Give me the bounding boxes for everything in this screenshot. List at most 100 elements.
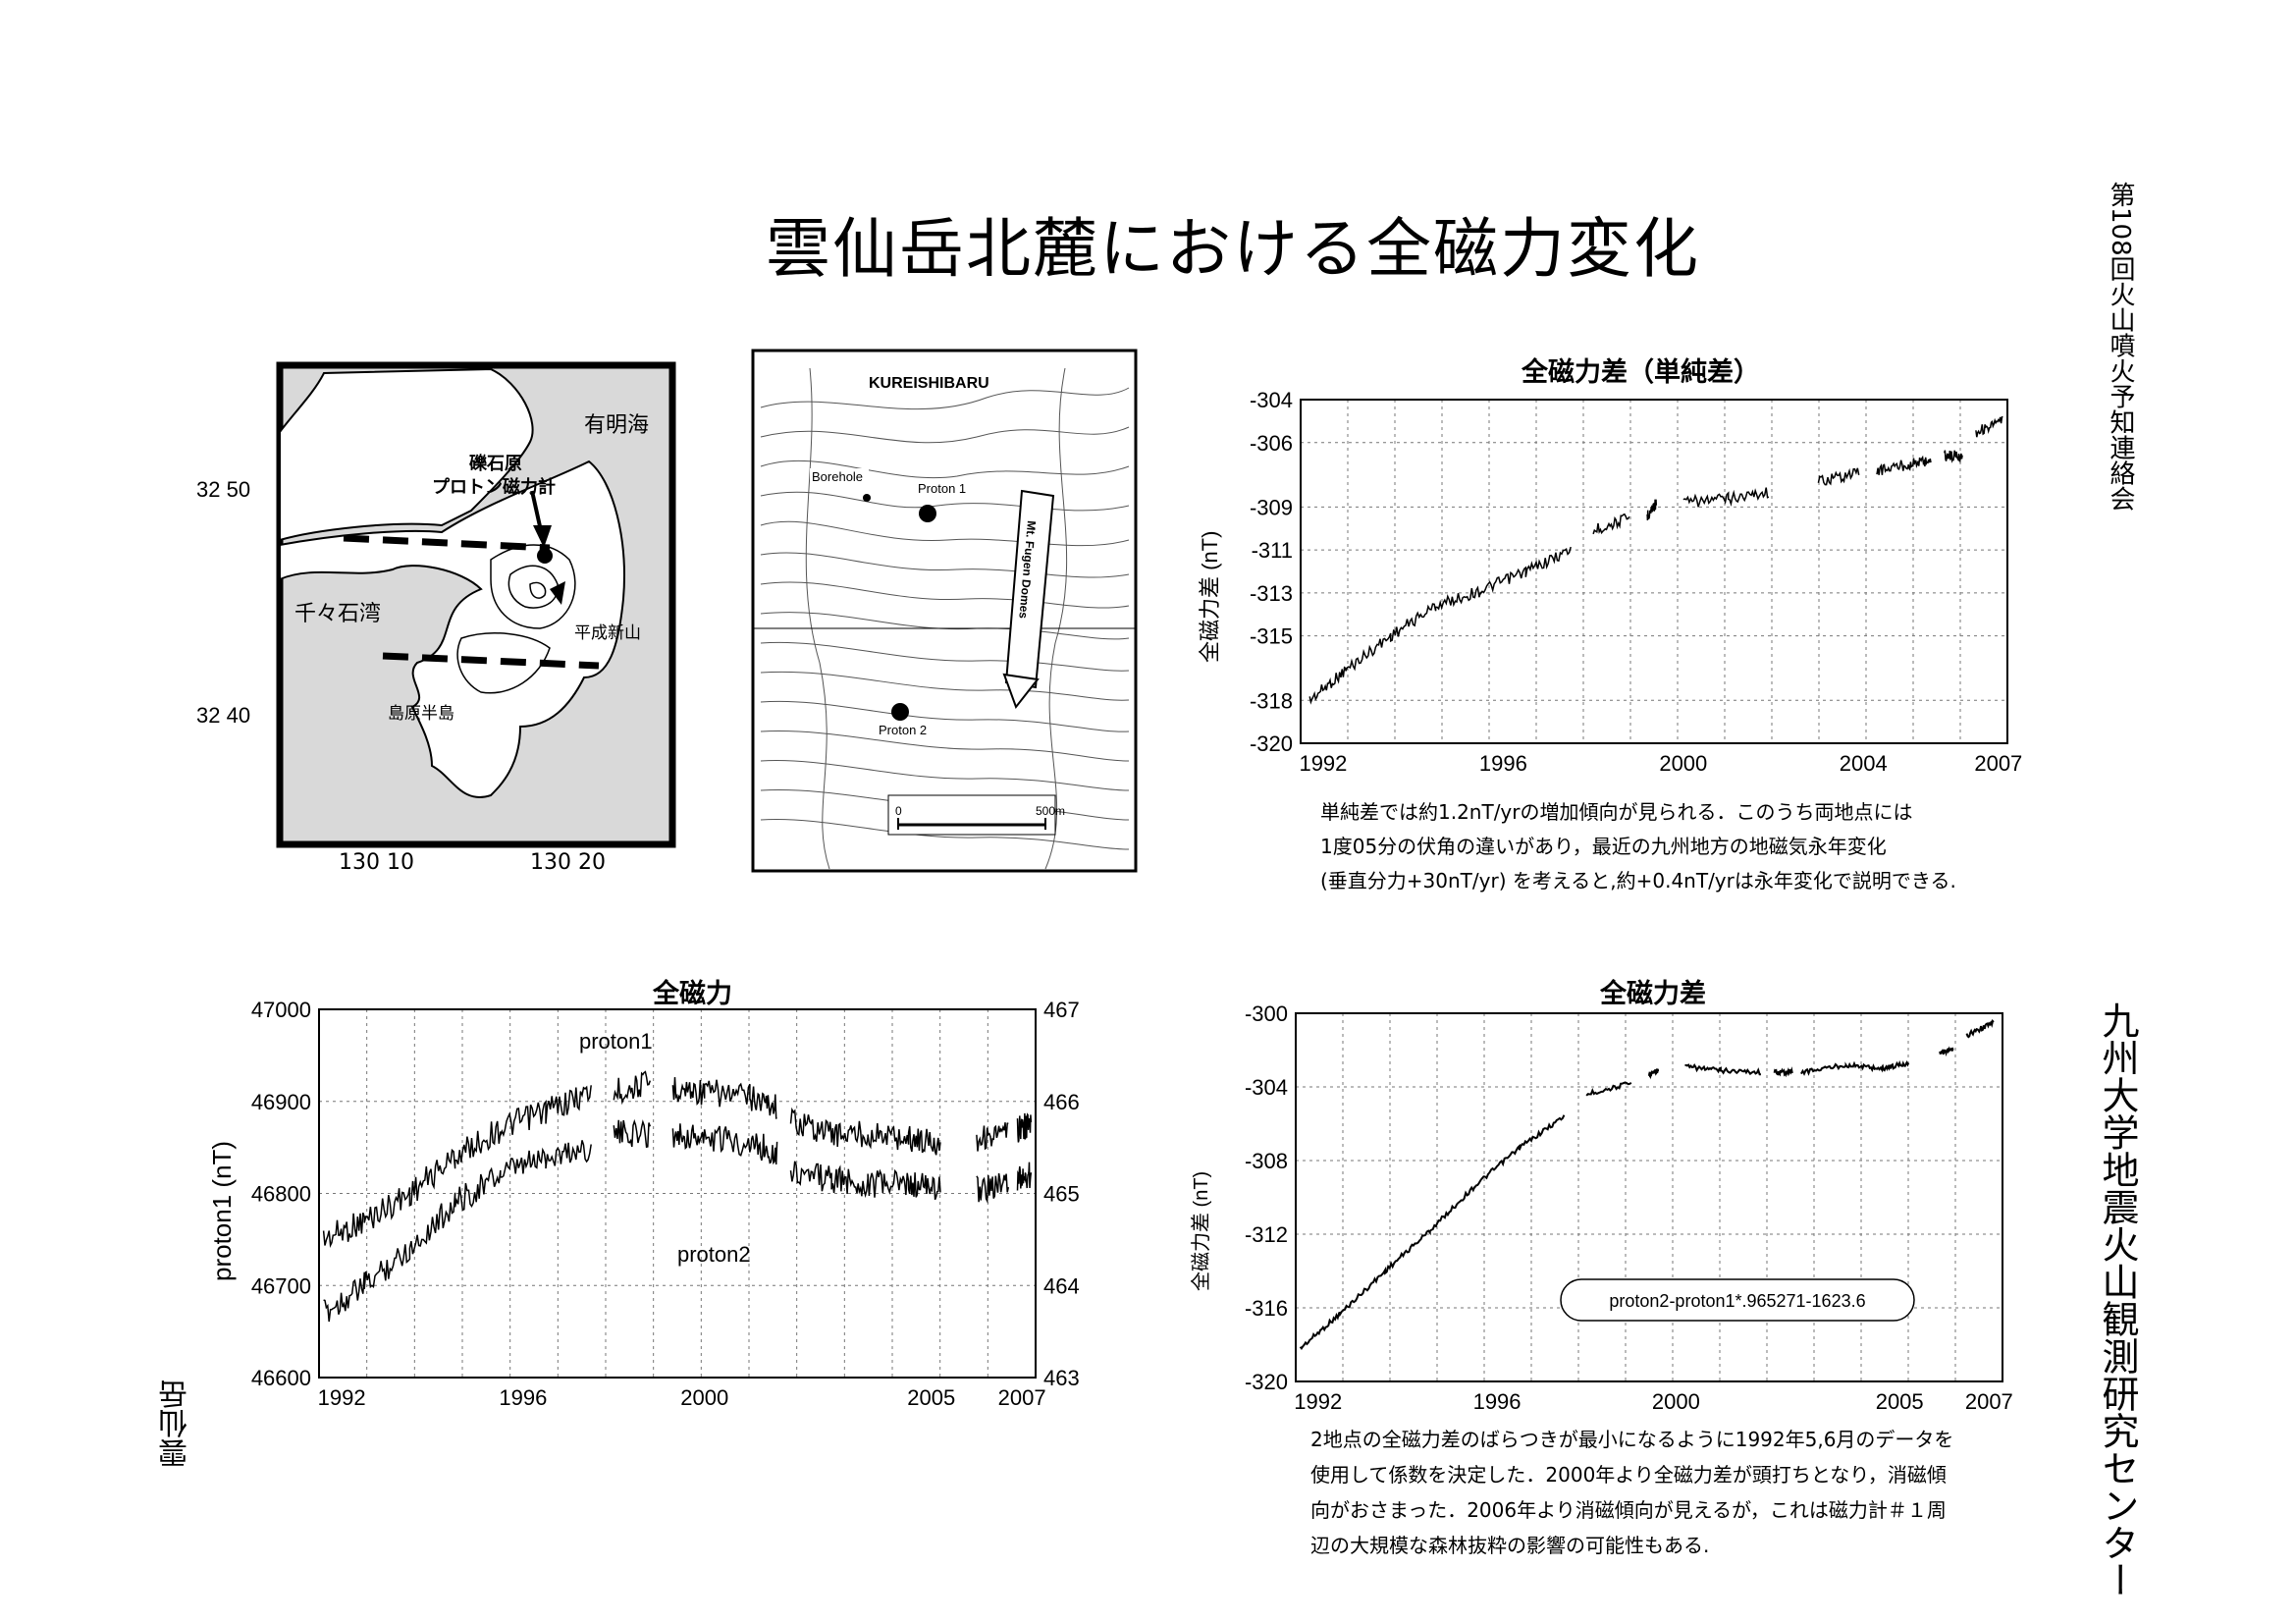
- y-tick-label: -312: [1245, 1222, 1288, 1247]
- note-line: 使用して係数を決定した．2000年より全磁力差が頭打ちとなり，消磁傾: [1310, 1463, 1947, 1487]
- series-line: [1876, 455, 1932, 475]
- place-shimabara-peninsula: 島原半島: [388, 704, 454, 723]
- formula-box: [1560, 1278, 1915, 1322]
- x-tick-label: 2007: [998, 1385, 1046, 1409]
- x-tick-label: 1992: [1299, 751, 1347, 776]
- topo-title-bg: [864, 370, 972, 394]
- chart3-note: 2地点の全磁力差のばらつきが最小になるように1992年5,6月のデータを 使用し…: [1310, 1422, 1953, 1563]
- borehole-label: Borehole: [812, 469, 863, 484]
- y-tick-label: -320: [1250, 731, 1293, 756]
- x-tick-label: 1992: [1294, 1389, 1342, 1409]
- x-tick-label: 1996: [1473, 1389, 1522, 1409]
- series-line: [1975, 415, 2003, 438]
- map-arrow-head: [533, 525, 552, 548]
- proton1-label: Proton 1: [918, 481, 966, 496]
- volcano-label: 雲仙岳: [159, 1380, 193, 1468]
- y-tick-label: 47000: [251, 998, 311, 1022]
- series-line: [322, 1085, 592, 1248]
- scale-box: [887, 794, 1056, 836]
- y-axis-label: 全磁力差 (nT): [1190, 1171, 1212, 1291]
- x-tick-label: 1992: [318, 1385, 366, 1409]
- series-line: [976, 1122, 1009, 1152]
- note-line: 1度05分の伏角の違いがあり，最近の九州地方の地磁気永年変化: [1320, 835, 1887, 858]
- series-line: [976, 1172, 1010, 1205]
- series-line: [1817, 467, 1860, 486]
- lon-label: 130 20: [530, 850, 606, 875]
- y-tick-label: 46700: [251, 1273, 311, 1298]
- topo-contours: [760, 367, 1130, 870]
- lon-label: 130 10: [339, 850, 414, 875]
- series-line: [613, 1118, 652, 1149]
- y2-tick-label: 465: [1043, 1182, 1080, 1207]
- y-tick-label: -304: [1245, 1075, 1288, 1100]
- map-dashed-line: [382, 652, 600, 670]
- x-tick-label: 2000: [680, 1385, 728, 1409]
- chart2-title: 全磁力: [653, 979, 732, 1009]
- series-line: [323, 1140, 592, 1323]
- map-arrow-head: [550, 581, 565, 605]
- chart1-note: 単純差では約1.2nT/yrの増加傾向が見られる．このうち両地点には 1度05分…: [1320, 795, 1956, 898]
- topo-title: KUREISHIBARU: [869, 375, 989, 392]
- formula-label: proton2-proton1*.965271-1623.6: [1609, 1291, 1865, 1311]
- series-line: [613, 1070, 652, 1106]
- map-contour: [507, 565, 559, 609]
- y-tick-label: 46600: [251, 1366, 311, 1390]
- series-line: [789, 1107, 941, 1156]
- scale-500m: 500m: [1036, 804, 1065, 818]
- note-line: 辺の大規模な森林抜粋の影響の可能性もある.: [1310, 1534, 1710, 1557]
- series-line: [1646, 499, 1658, 521]
- note-line: 単純差では約1.2nT/yrの増加傾向が見られる．このうち両地点には: [1320, 800, 1913, 824]
- series-label-proton2: proton2: [677, 1242, 751, 1267]
- series-line: [1939, 1046, 1954, 1057]
- series-line: [1016, 1112, 1033, 1143]
- x-tick-label: 2000: [1652, 1389, 1700, 1409]
- x-tick-label: 1996: [1479, 751, 1527, 776]
- scale-zero: 0: [895, 804, 902, 818]
- x-tick-label: 2004: [1840, 751, 1888, 776]
- x-tick-label: 2005: [1876, 1389, 1924, 1409]
- y-axis-label: proton1 (nT): [207, 1141, 237, 1281]
- plot-frame: [1295, 1012, 2003, 1382]
- y2-tick-label: 463: [1043, 1366, 1080, 1390]
- series-line: [1016, 1162, 1033, 1191]
- series-line: [1684, 1063, 1761, 1076]
- y2-tick-label: 466: [1043, 1090, 1080, 1114]
- series-line: [1648, 1068, 1660, 1080]
- topographic-map: KUREISHIBARU Borehole Proton 1 Proton 2 …: [751, 349, 1138, 873]
- borehole-dot: [863, 494, 871, 502]
- proton1-dot: [919, 505, 936, 522]
- y2-tick-label: 464: [1043, 1273, 1080, 1298]
- note-line: 向がおさまった．2006年より消磁傾向が見えるが，これは磁力計＃１周: [1310, 1498, 1947, 1522]
- y-tick-label: -309: [1250, 495, 1293, 519]
- chart2: 46600 46700 46800 46900 47000 1992 1996 2000 200…: [207, 998, 1080, 1409]
- map-land-north: [279, 367, 534, 542]
- x-tick-label: 2007: [1965, 1389, 2013, 1409]
- series-line: [671, 1123, 778, 1165]
- y-tick-label: -311: [1252, 538, 1293, 563]
- proton2-label: Proton 2: [879, 723, 927, 737]
- x-tick-label: 2000: [1659, 751, 1707, 776]
- y-tick-label: -316: [1245, 1296, 1288, 1321]
- place-kureishibaru: 礫石原: [469, 453, 522, 473]
- lat-label: 32 50: [196, 477, 250, 502]
- place-heisei-shinzan: 平成新山: [574, 623, 641, 642]
- map-contour: [529, 581, 547, 599]
- series-line: [789, 1161, 941, 1201]
- page-title: 雲仙岳北麓における全磁力変化: [766, 211, 1700, 287]
- note-line: (垂直分力+30nT/yr) を考えると,約+0.4nT/yrは永年変化で説明で…: [1320, 869, 1956, 893]
- y-axis-label: 全磁力差 (nT): [1198, 531, 1222, 663]
- place-chijiwa-bay: 千々石湾: [294, 601, 381, 625]
- x-tick-label: 2007: [1974, 751, 2022, 776]
- chart3-title: 全磁力差: [1600, 979, 1706, 1009]
- institution-label: 九州大学地震火山観測研究センター: [2096, 1001, 2139, 1598]
- series-line: [1585, 1081, 1632, 1097]
- series-line: [1299, 1114, 1566, 1350]
- series-line: [671, 1077, 777, 1119]
- meeting-label: 第108回火山噴火予知連絡会: [2106, 182, 2135, 512]
- map-contour: [490, 544, 576, 629]
- y2-tick-label: 467: [1043, 998, 1080, 1022]
- fugen-arrow: [1004, 489, 1055, 689]
- series-line: [1965, 1018, 1995, 1039]
- y-tick-label: 46800: [251, 1182, 311, 1207]
